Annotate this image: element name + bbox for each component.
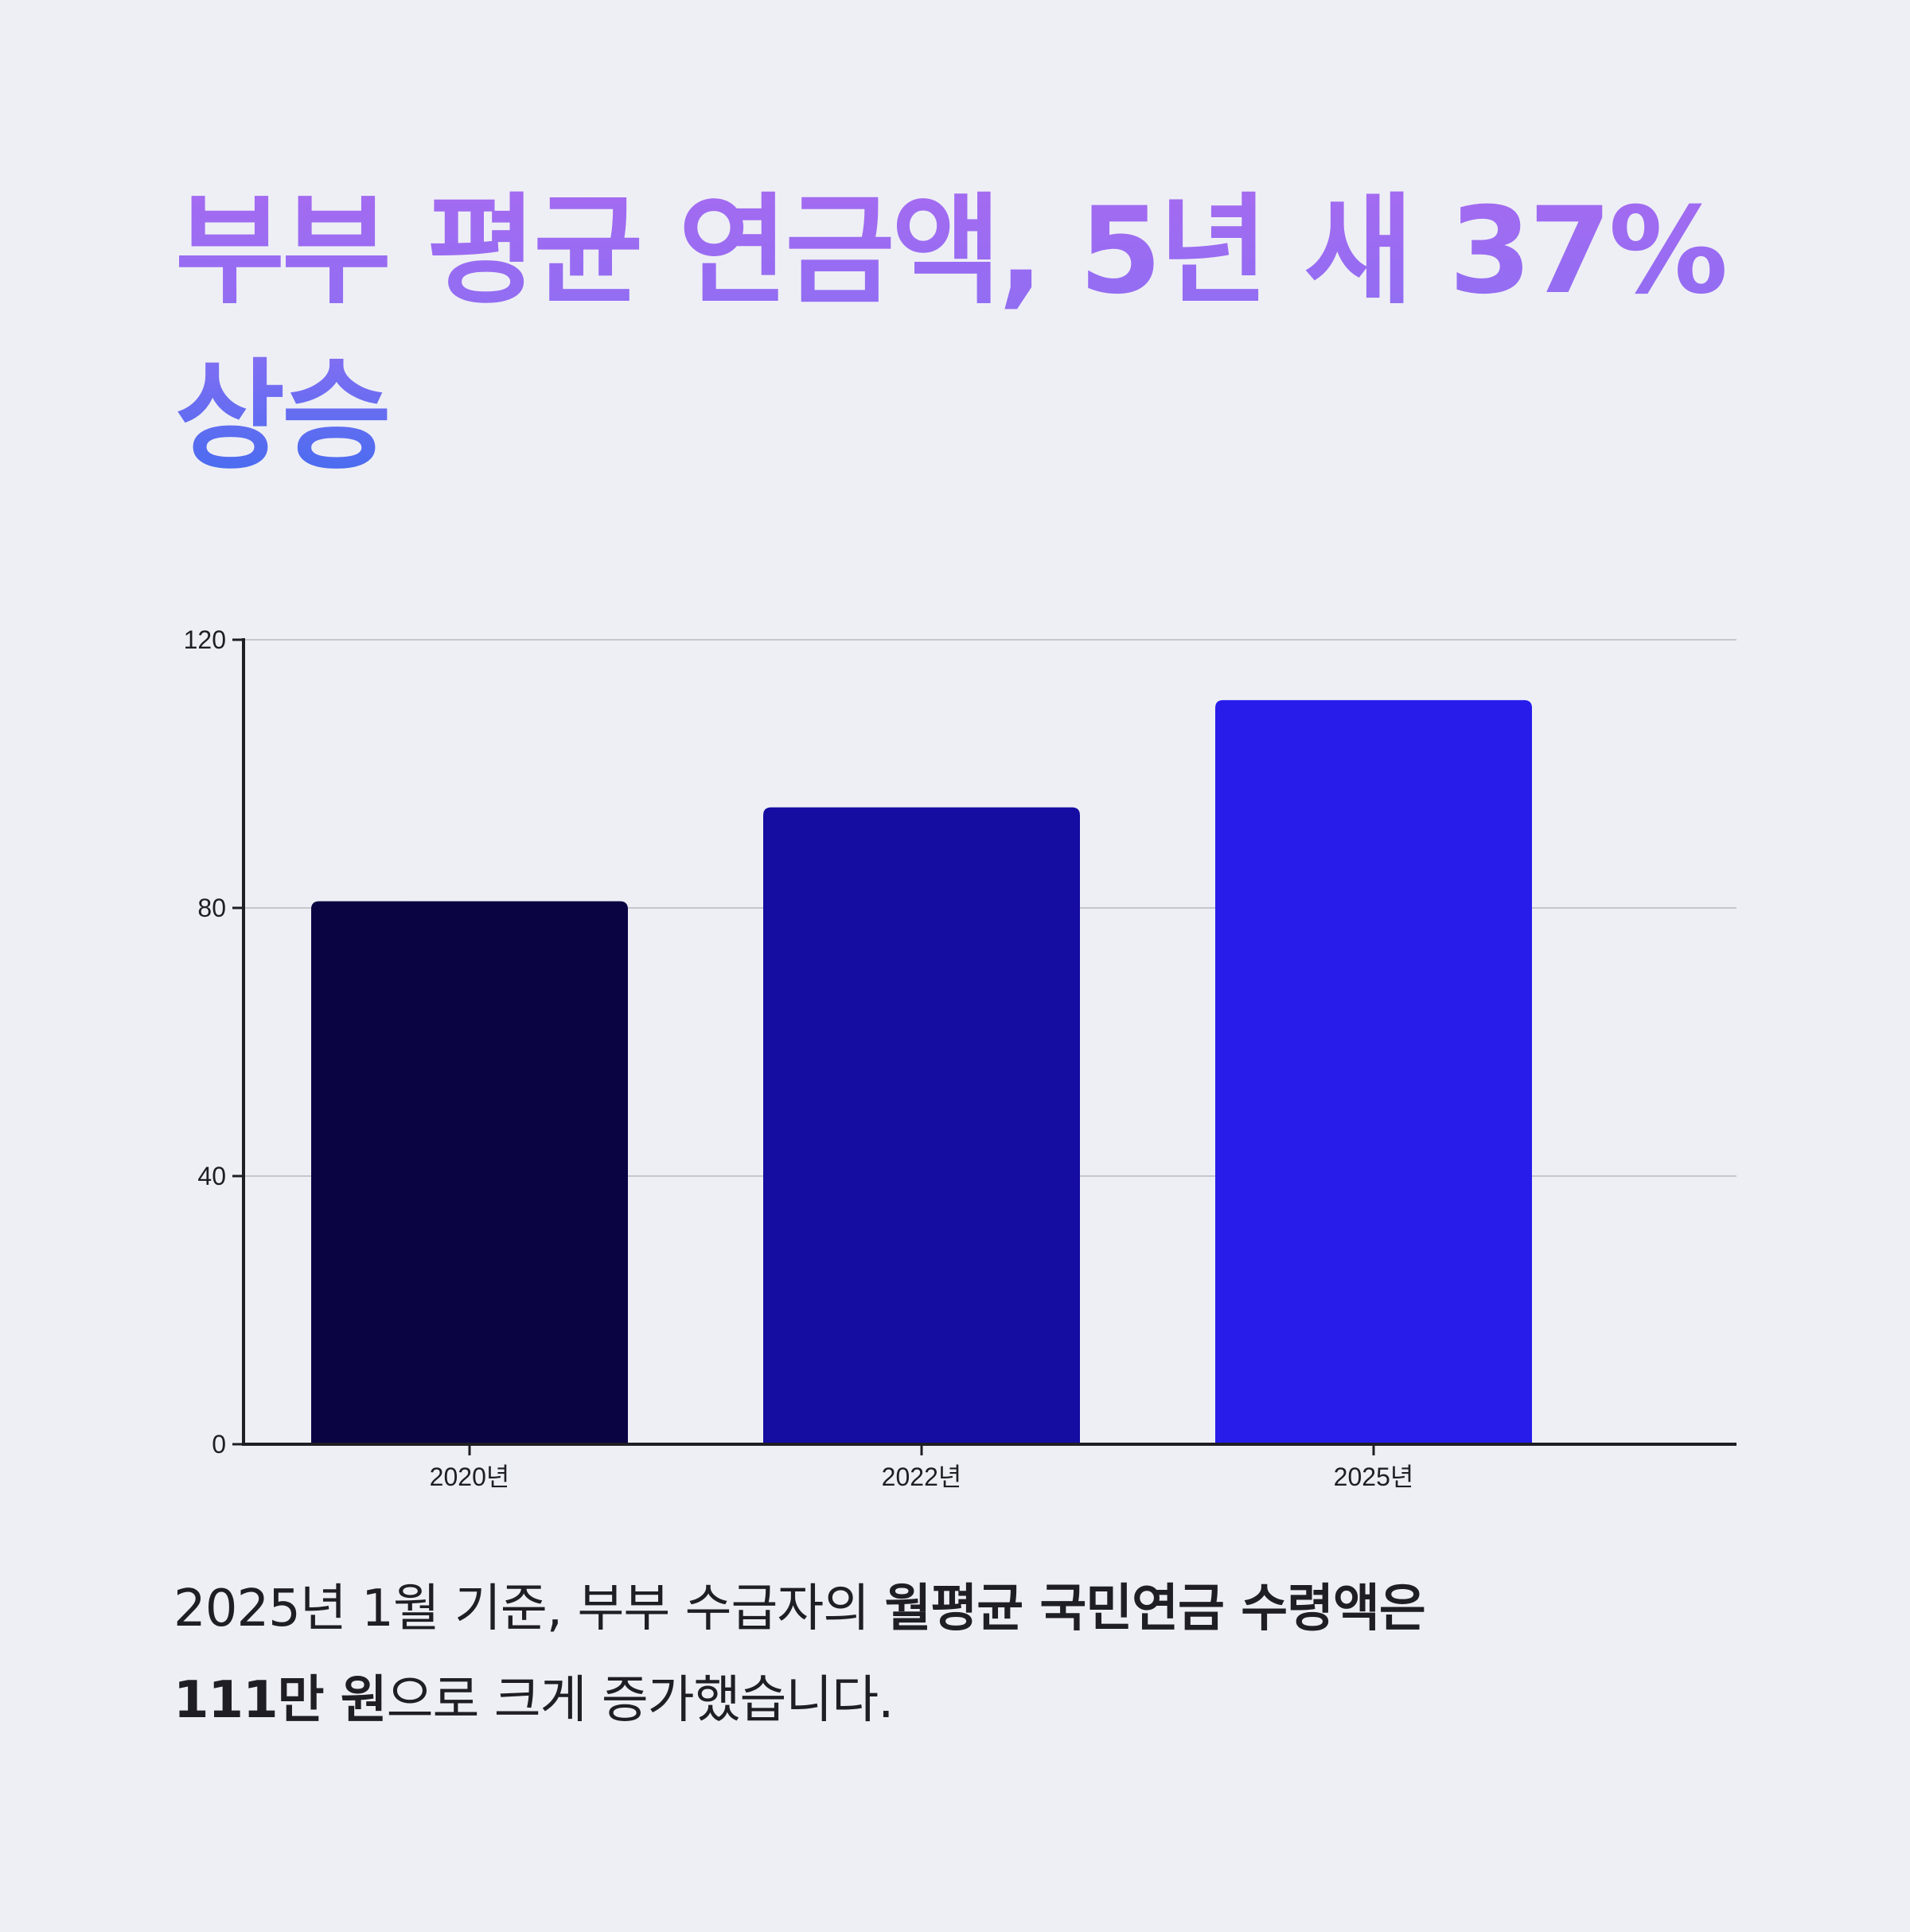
caption-highlight-2: 111만 원: [173, 1671, 388, 1730]
y-tick-label: 40: [197, 1162, 226, 1190]
axes: [232, 638, 1737, 1455]
y-tick-label: 0: [212, 1430, 226, 1459]
bar-2025년: [1215, 699, 1532, 1444]
caption-text-2: 으로 크게 증가했습니다.: [386, 1671, 895, 1730]
bars: [311, 699, 1532, 1444]
bar-2020년: [311, 901, 628, 1444]
caption-text-1: 2025년 1월 기준, 부부 수급자의: [173, 1579, 885, 1638]
x-tick-label: 2022년: [882, 1463, 962, 1491]
page-title: 부부 평균 연금액, 5년 새 37% 상승: [175, 169, 1783, 500]
bar-chart-svg: 0 40 80 120 2020년 2022년 2025년: [184, 625, 1737, 1491]
caption-highlight-1: 월평균 국민연금 수령액은: [884, 1579, 1425, 1638]
chart-caption: 2025년 1월 기준, 부부 수급자의 월평균 국민연금 수령액은 111만 원…: [173, 1564, 1781, 1747]
y-tick-label: 80: [197, 894, 226, 922]
bar-2022년: [763, 807, 1080, 1444]
x-tick-label: 2025년: [1334, 1463, 1414, 1491]
bar-chart: 0 40 80 120 2020년 2022년 2025년: [0, 605, 1910, 1512]
tick-labels: 0 40 80 120 2020년 2022년 2025년: [184, 625, 1414, 1491]
x-tick-label: 2020년: [430, 1463, 510, 1491]
y-tick-label: 120: [184, 625, 226, 654]
